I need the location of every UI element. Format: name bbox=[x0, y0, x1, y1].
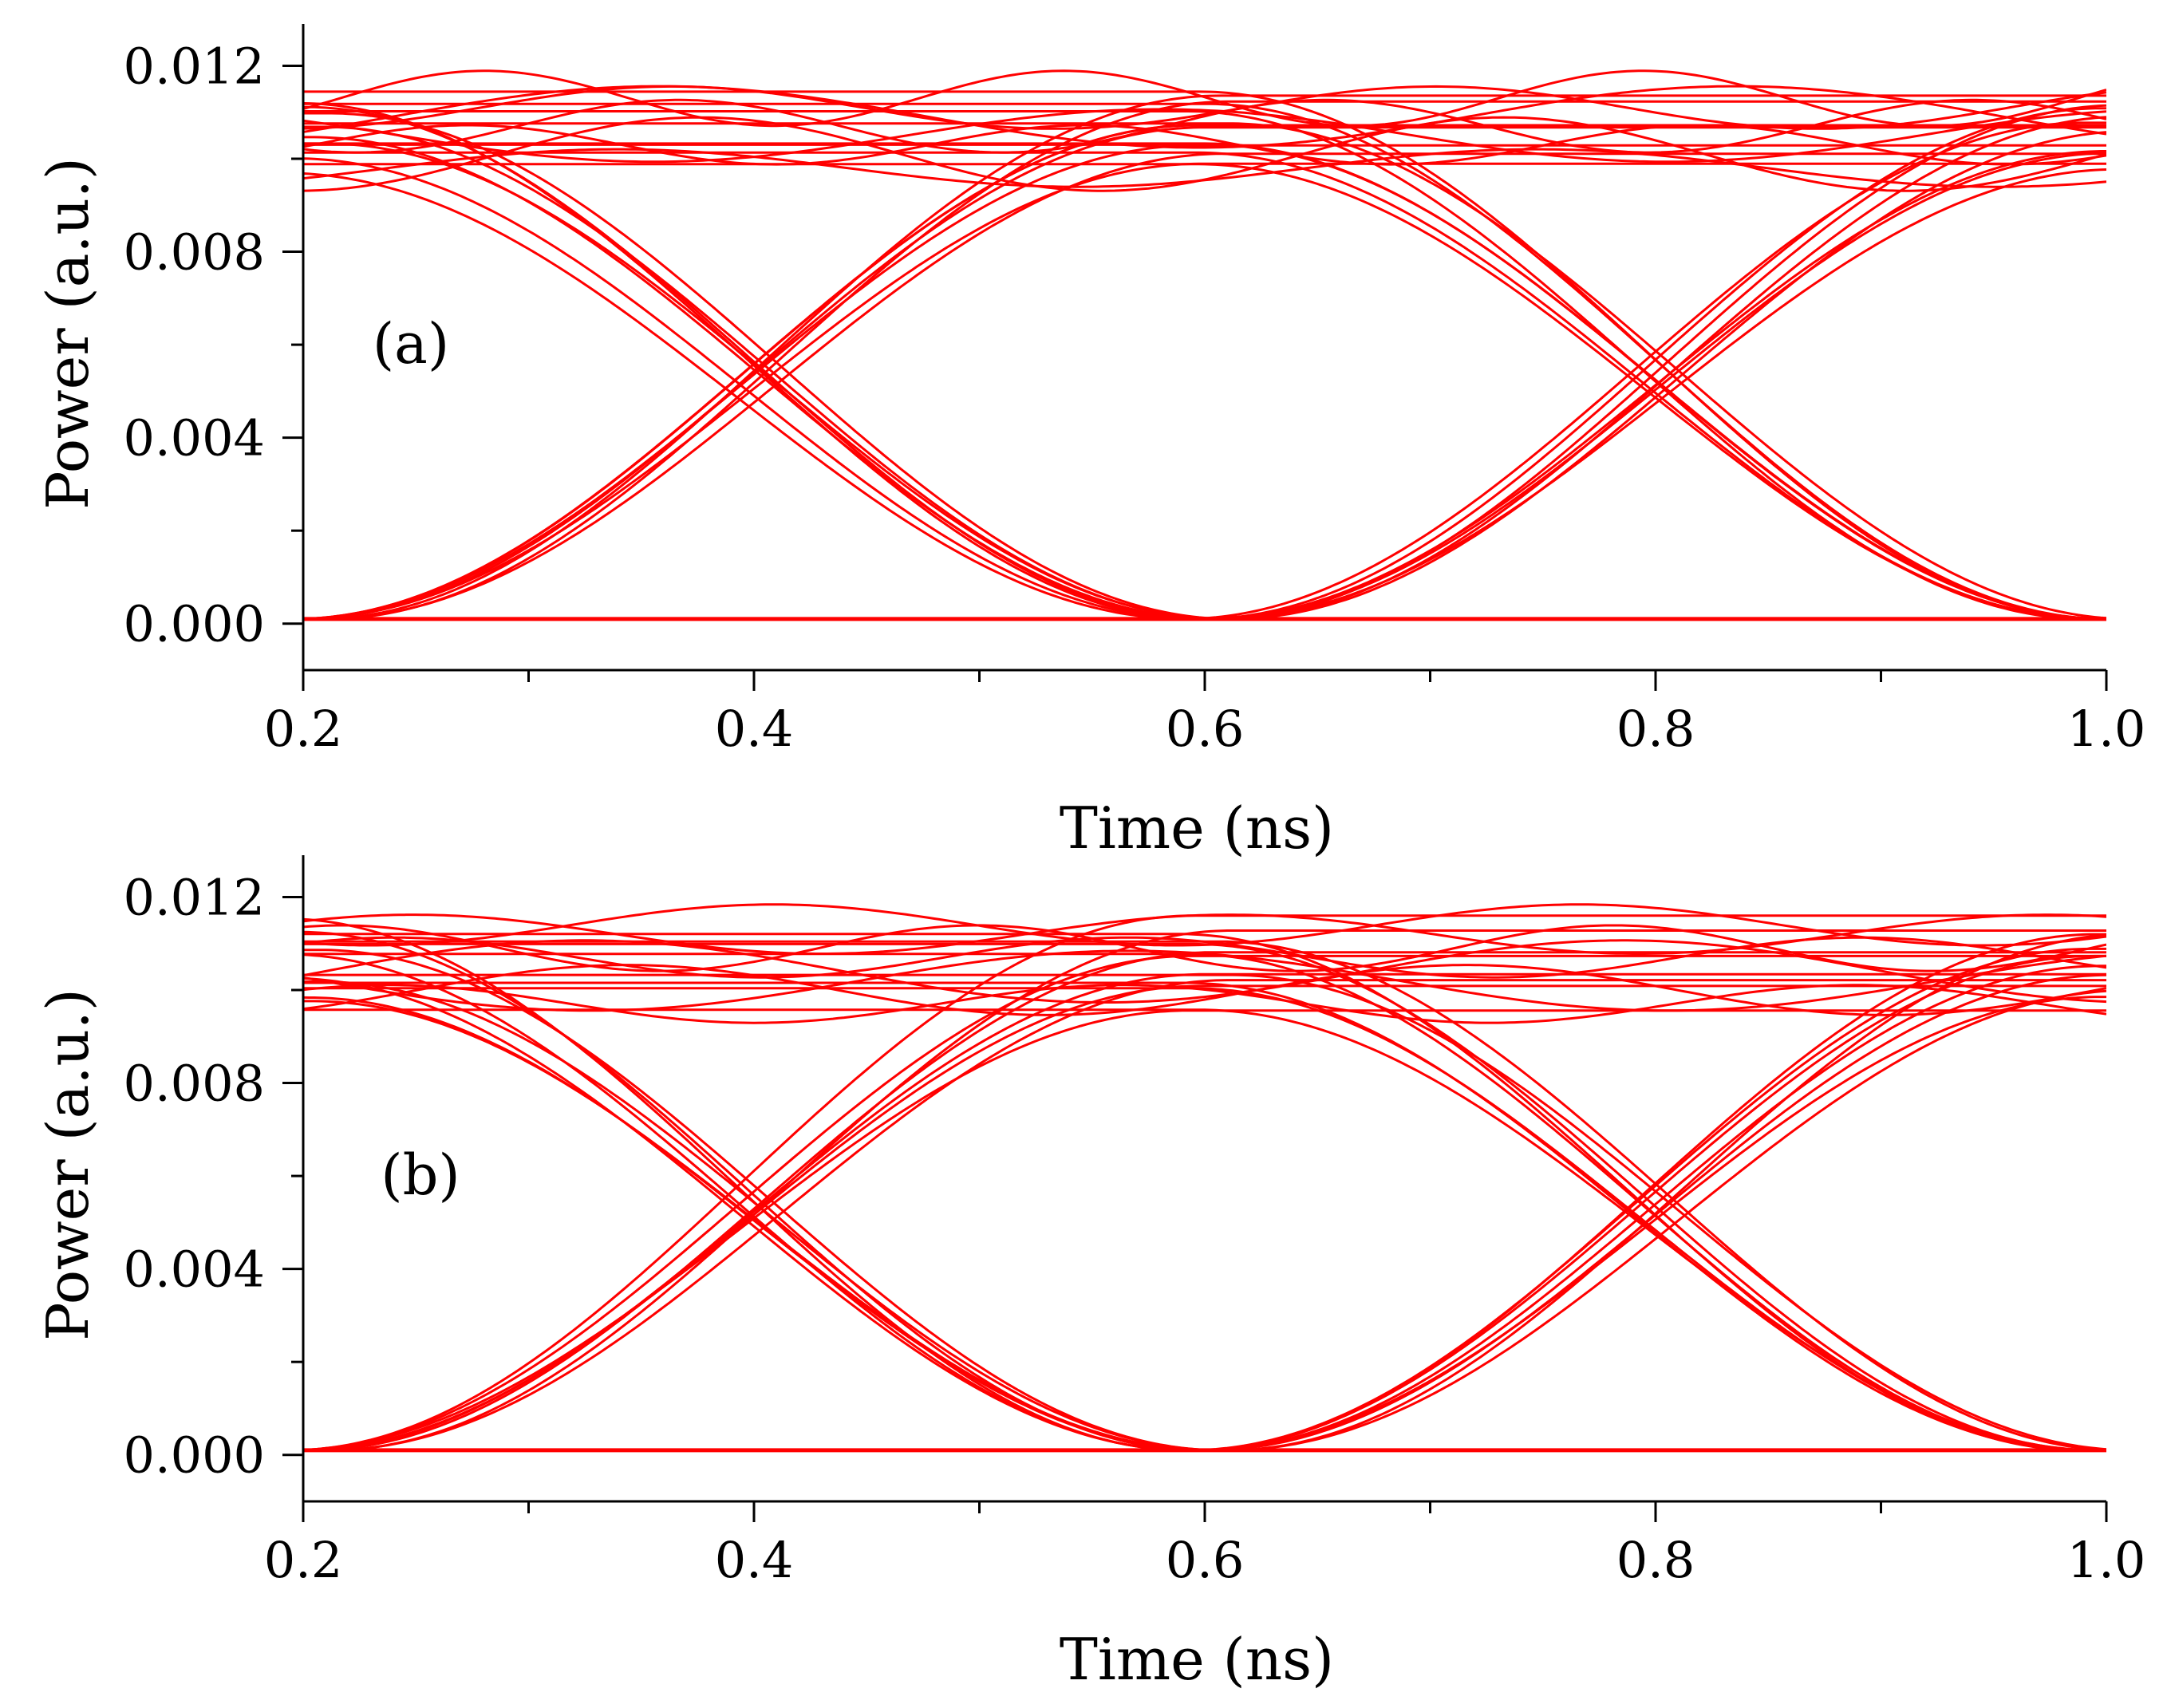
panel-b-x-axis-title: Time (ns) bbox=[1060, 1626, 1334, 1693]
panel-b-y-tick-label: 0.000 bbox=[124, 1426, 266, 1485]
panel-a-x-tick-label: 0.8 bbox=[1616, 700, 1695, 758]
panel-b-y-tick-label: 0.012 bbox=[124, 868, 266, 926]
panel-b-falling-edge bbox=[303, 953, 2106, 1452]
panel-b-y-tick-label: 0.004 bbox=[124, 1241, 266, 1299]
panel-a-falling-edge bbox=[303, 110, 2106, 621]
panel-b-traces bbox=[303, 903, 2106, 1453]
panel-b-rising-edge bbox=[303, 954, 2106, 1452]
panel-a-y-axis-title: Power (a.u.) bbox=[34, 157, 101, 510]
panel-a-label: (a) bbox=[373, 311, 449, 377]
panel-a-tick-labels: 0.2 0.4 0.6 0.8 1.0 0.000 0.004 0.008 0.012 bbox=[124, 37, 2146, 758]
panel-b-label: (b) bbox=[381, 1142, 460, 1208]
panel-b-x-tick-label: 1.0 bbox=[2067, 1531, 2146, 1589]
panel-b-x-tick-label: 0.6 bbox=[1166, 1531, 1245, 1589]
panel-a-high-trace bbox=[303, 116, 2106, 192]
panel-a-falling-edge bbox=[303, 102, 2106, 621]
panel-b-rising-edge bbox=[303, 914, 2106, 1452]
panel-a-falling-edge bbox=[303, 151, 2106, 621]
panel-b-falling-edge bbox=[303, 942, 2106, 1452]
panel-a-x-tick-label: 1.0 bbox=[2067, 700, 2146, 758]
panel-b-falling-edge bbox=[303, 981, 2106, 1452]
panel-b-rising-edge bbox=[303, 979, 2106, 1452]
panel-a-rising-edge bbox=[303, 94, 2106, 621]
panel-a-y-tick-label: 0.008 bbox=[124, 223, 266, 282]
panel-b-y-tick-label: 0.008 bbox=[124, 1055, 266, 1113]
panel-a-high-trace bbox=[303, 124, 2106, 166]
panel-b-falling-edge bbox=[303, 940, 2106, 1451]
panel-b-rising-edge bbox=[303, 929, 2106, 1452]
panel-b-falling-edge bbox=[303, 987, 2106, 1452]
panel-a-high-trace bbox=[303, 85, 2106, 149]
panel-a-y-tick-label: 0.004 bbox=[124, 409, 266, 467]
panel-b-x-tick-label: 0.8 bbox=[1616, 1531, 1695, 1589]
panel-a-y-tick-label: 0.000 bbox=[124, 595, 266, 653]
panel-a-traces bbox=[303, 69, 2106, 621]
panel-a-falling-edge bbox=[303, 163, 2106, 621]
panel-a-rising-edge bbox=[303, 124, 2106, 621]
panel-b-ticks bbox=[282, 895, 2108, 1522]
panel-a-falling-edge bbox=[303, 122, 2106, 620]
panel-b-tick-labels: 0.2 0.4 0.6 0.8 1.0 0.000 0.004 0.008 0.012 bbox=[124, 868, 2146, 1589]
panel-b-y-axis-title: Power (a.u.) bbox=[34, 988, 101, 1341]
panel-a-x-tick-label: 0.6 bbox=[1166, 700, 1245, 758]
panel-a-rising-edge bbox=[303, 126, 2106, 621]
panel-a-x-tick-label: 0.2 bbox=[264, 700, 343, 758]
panel-a-falling-edge bbox=[303, 90, 2106, 621]
panel-a-ticks bbox=[282, 64, 2108, 691]
panel-a-rising-edge bbox=[303, 100, 2106, 621]
panel-b-x-tick-label: 0.4 bbox=[715, 1531, 794, 1589]
panel-b-falling-edge bbox=[303, 933, 2106, 1452]
panel-a-falling-edge bbox=[303, 143, 2106, 621]
panel-b-x-tick-label: 0.2 bbox=[264, 1531, 343, 1589]
panel-a-rising-edge bbox=[303, 152, 2106, 621]
panel-a-y-tick-label: 0.012 bbox=[124, 37, 266, 95]
panel-a-x-axis-title: Time (ns) bbox=[1060, 795, 1334, 862]
panel-a-x-tick-label: 0.4 bbox=[715, 700, 794, 758]
